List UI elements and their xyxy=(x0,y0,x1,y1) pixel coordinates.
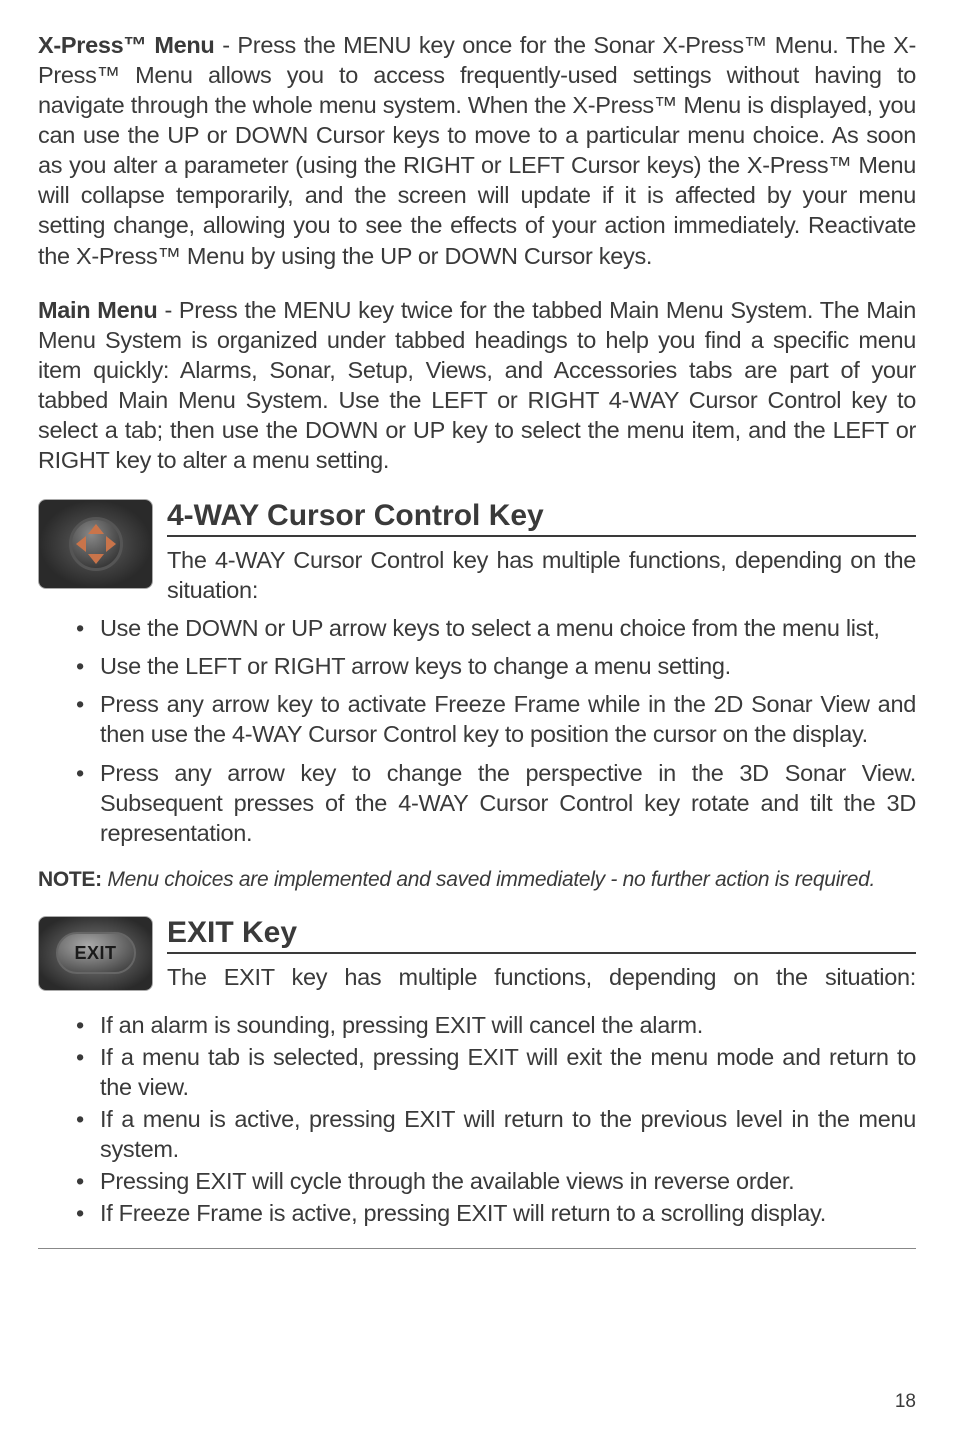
xpress-text: - Press the MENU key once for the Sonar … xyxy=(38,32,916,269)
exit-intro: The EXIT key has multiple functions, dep… xyxy=(167,962,916,992)
cursor-icon-box xyxy=(38,499,153,589)
note-body: Menu choices are implemented and saved i… xyxy=(107,868,875,891)
exit-bullet-4: If Freeze Frame is active, pressing EXIT… xyxy=(76,1198,916,1228)
exit-bullet-3: Pressing EXIT will cycle through the ava… xyxy=(76,1166,916,1196)
cursor-intro: The 4-WAY Cursor Control key has multipl… xyxy=(167,545,916,605)
cursor-bullet-3: Press any arrow key to change the perspe… xyxy=(76,758,916,848)
exit-icon-box: EXIT xyxy=(38,916,153,991)
exit-bullet-2: If a menu is active, pressing EXIT will … xyxy=(76,1104,916,1164)
arrow-left-icon xyxy=(76,536,86,552)
section-cursor: 4-WAY Cursor Control Key The 4-WAY Curso… xyxy=(38,499,916,605)
page-number: 18 xyxy=(895,1391,916,1413)
cursor-heading: 4-WAY Cursor Control Key xyxy=(167,499,916,537)
arrow-right-icon xyxy=(106,536,116,552)
mainmenu-lead: Main Menu xyxy=(38,297,157,323)
exit-section-content: EXIT Key The EXIT key has multiple funct… xyxy=(167,916,916,992)
cursor-key-icon xyxy=(38,499,153,589)
bottom-divider xyxy=(38,1248,916,1249)
exit-key-icon: EXIT xyxy=(38,916,153,991)
cursor-section-content: 4-WAY Cursor Control Key The 4-WAY Curso… xyxy=(167,499,916,605)
note-text: NOTE:Menu choices are implemented and sa… xyxy=(38,868,916,892)
cursor-bullet-list: Use the DOWN or UP arrow keys to select … xyxy=(38,613,916,848)
xpress-lead: X-Press™ Menu xyxy=(38,32,215,58)
cursor-inner-circle xyxy=(69,517,123,571)
note-label: NOTE: xyxy=(38,868,107,891)
mainmenu-text: - Press the MENU key twice for the tabbe… xyxy=(38,297,916,473)
paragraph-mainmenu: Main Menu - Press the MENU key twice for… xyxy=(38,295,916,475)
exit-bullet-0: If an alarm is sounding, pressing EXIT w… xyxy=(76,1010,916,1040)
arrow-down-icon xyxy=(88,554,104,564)
paragraph-xpress: X-Press™ Menu - Press the MENU key once … xyxy=(38,30,916,271)
exit-bullet-1: If a menu tab is selected, pressing EXIT… xyxy=(76,1042,916,1102)
cursor-bullet-0: Use the DOWN or UP arrow keys to select … xyxy=(76,613,916,643)
section-exit: EXIT EXIT Key The EXIT key has multiple … xyxy=(38,916,916,992)
cursor-bullet-1: Use the LEFT or RIGHT arrow keys to chan… xyxy=(76,651,916,681)
exit-button-icon: EXIT xyxy=(56,932,136,974)
exit-heading: EXIT Key xyxy=(167,916,916,954)
cursor-bullet-2: Press any arrow key to activate Freeze F… xyxy=(76,689,916,749)
exit-bullet-list: If an alarm is sounding, pressing EXIT w… xyxy=(38,1010,916,1229)
arrow-up-icon xyxy=(88,524,104,534)
